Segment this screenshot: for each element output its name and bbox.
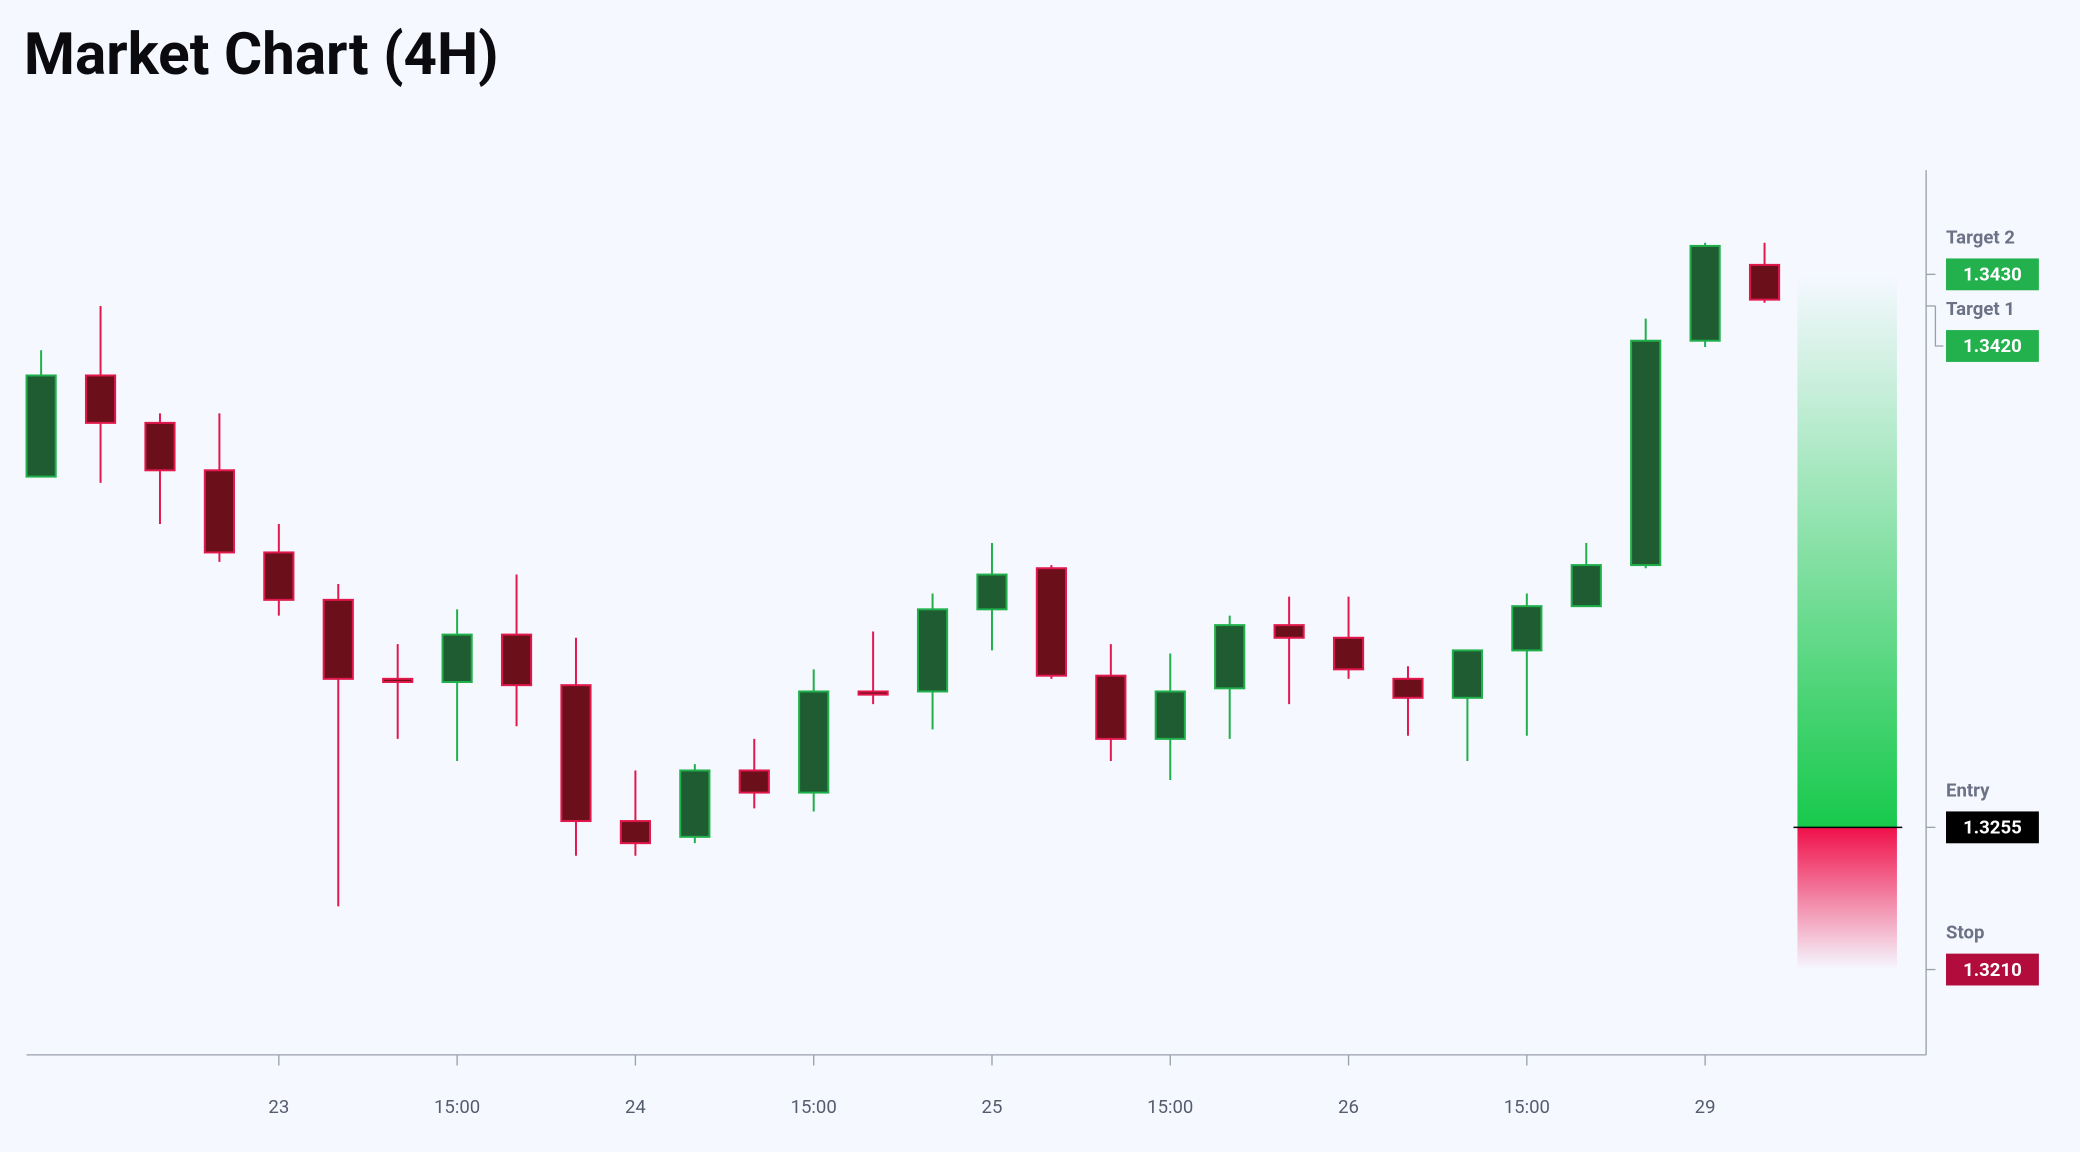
candle-body	[263, 551, 295, 601]
candle-body	[738, 769, 770, 794]
candle-body	[1748, 263, 1781, 301]
candle-body	[322, 598, 354, 680]
candle-body	[1511, 605, 1543, 652]
x-tick-label: 24	[625, 1096, 646, 1118]
candle-body	[441, 633, 473, 683]
level-name: Stop	[1946, 922, 1984, 944]
x-tick-label: 15:00	[791, 1096, 837, 1118]
level-value: 1.3420	[1963, 335, 2022, 357]
loss-zone	[1797, 827, 1897, 970]
candle-body	[857, 690, 889, 696]
candle-body	[1035, 567, 1067, 677]
candle-body	[1392, 677, 1424, 699]
level-box	[1946, 330, 2039, 362]
x-tick-label: 29	[1695, 1096, 1716, 1118]
candle-body	[619, 820, 651, 845]
candle-body	[560, 684, 592, 823]
level-value: 1.3210	[1963, 959, 2022, 981]
candle-body	[1273, 624, 1305, 639]
level-name: Target 2	[1946, 226, 2015, 248]
level-name: Entry	[1946, 779, 1990, 801]
candle-body	[798, 690, 830, 794]
x-tick-label: 15:00	[434, 1096, 480, 1118]
candle-body	[679, 769, 711, 838]
level-value: 1.3255	[1963, 817, 2022, 839]
level-box	[1946, 258, 2039, 291]
chart-title: Market Chart (4H)	[24, 21, 499, 89]
candle-body	[144, 421, 176, 472]
candle-body	[1154, 690, 1186, 740]
candle-body	[500, 633, 533, 687]
candle-body	[1689, 244, 1721, 342]
candle-body	[916, 608, 949, 693]
candle-body	[25, 374, 57, 478]
candle-body	[1332, 636, 1365, 671]
x-tick-label: 26	[1338, 1096, 1359, 1118]
x-tick-label: 23	[268, 1096, 289, 1118]
candle-body	[976, 573, 1008, 611]
profit-zone	[1797, 274, 1897, 828]
level-box	[1946, 953, 2039, 986]
level-box	[1946, 811, 2039, 844]
candle-body	[84, 374, 117, 424]
level-connector	[1934, 305, 1944, 347]
x-tick-label: 15:00	[1504, 1096, 1550, 1118]
x-tick-label: 15:00	[1147, 1096, 1193, 1118]
candle-body	[1095, 674, 1127, 740]
candle-body	[203, 469, 235, 554]
level-name: Target 1	[1946, 298, 2015, 320]
candle-body	[1630, 339, 1662, 567]
x-tick-label: 25	[982, 1096, 1003, 1118]
candle-body	[1451, 649, 1483, 699]
candle-body	[1570, 564, 1602, 608]
candle-body	[1214, 624, 1246, 690]
candle-body	[382, 677, 414, 683]
level-value: 1.3430	[1963, 264, 2022, 286]
